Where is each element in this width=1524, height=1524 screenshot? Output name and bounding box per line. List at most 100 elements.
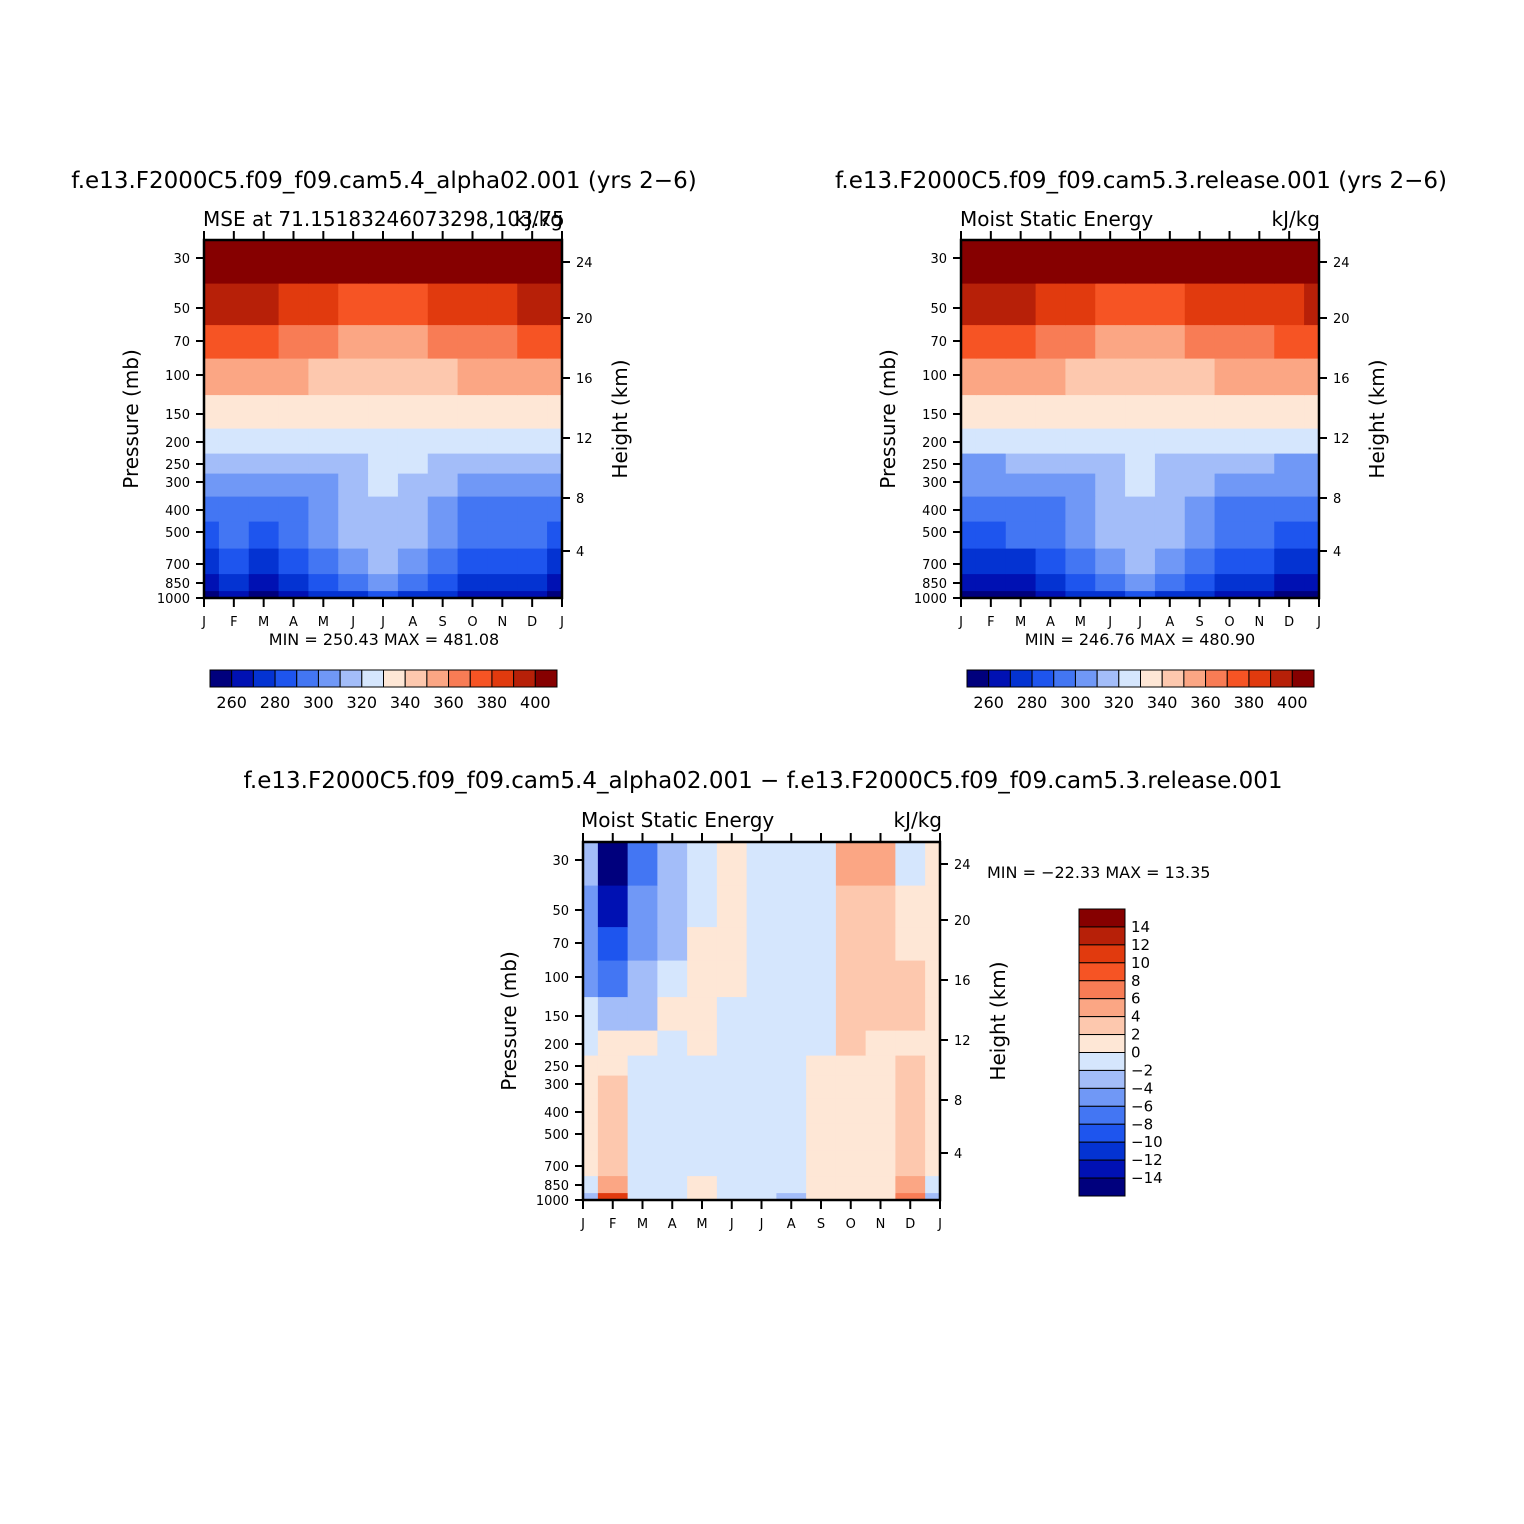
value-cell [1065,428,1096,454]
value-cell [961,453,977,474]
value-cell [687,885,718,928]
y-tick-label: 850 [922,577,947,592]
value-cell [961,358,977,396]
value-cell [547,240,563,284]
value-cell [597,996,629,1031]
colorbar-label: −4 [1131,1079,1153,1097]
value-cell [1005,324,1037,359]
value-cell [895,1192,926,1201]
value-cell [975,473,1007,497]
colorbar-label: 340 [1147,693,1178,712]
value-cell [218,521,250,549]
value-cell [1095,473,1126,497]
value-cell [835,1150,867,1177]
value-cell [895,1055,926,1076]
value-cell [204,324,220,359]
value-cell [746,1150,777,1177]
value-cell [835,960,867,998]
value-cell [1035,521,1067,549]
value-cell [716,1150,748,1177]
value-cell [895,996,926,1031]
value-cell [1274,394,1305,429]
value-cell [806,1150,837,1177]
value-cell [397,590,429,599]
value-cell [457,394,489,429]
value-cell [835,842,867,886]
value-cell [278,358,310,396]
panel-a-y2-axis-label: Height (km) [608,359,632,478]
value-cell [583,926,599,961]
value-cell [1154,548,1186,575]
value-cell [627,1055,658,1076]
value-cell [583,1098,599,1124]
value-cell [1065,573,1096,592]
value-cell [487,394,518,429]
colorbar-swatch [513,669,536,688]
value-cell [746,926,777,961]
value-cell [278,240,310,284]
colorbar-swatch [1078,1087,1126,1107]
value-cell [961,473,977,497]
value-cell [776,1175,807,1194]
value-cell [716,1192,748,1201]
value-cell [865,1175,896,1194]
x-tick-label: S [439,615,447,630]
value-cell [487,428,518,454]
value-cell [687,996,718,1031]
value-cell [806,1030,837,1056]
value-cell [687,1150,718,1177]
x-tick-label: N [497,615,507,630]
value-cell [1184,590,1216,599]
value-cell [1035,240,1067,284]
value-cell [746,1175,777,1194]
value-cell [1035,324,1067,359]
y-tick-label: 850 [544,1179,569,1194]
panel-b-colorbar: 260 280 300 320 340 360 380 400 [966,669,1315,712]
colorbar-swatch [404,669,428,688]
colorbar-label: −12 [1131,1151,1163,1169]
value-cell [776,996,807,1031]
value-cell [517,428,548,454]
value-cell [204,428,220,454]
colorbar-swatch [1226,669,1250,688]
value-cell [517,240,548,284]
value-cell [547,453,563,474]
value-cell [1304,394,1320,429]
value-cell [397,358,429,396]
value-cell [895,960,926,998]
value-cell [1065,324,1096,359]
value-cell [487,324,518,359]
x-tick-label: F [987,615,994,630]
value-cell [397,548,429,575]
value-cell [547,358,563,396]
value-cell [1095,324,1126,359]
value-cell [338,324,369,359]
value-cell [204,573,220,592]
value-cell [248,590,280,599]
value-cell [368,240,399,284]
x-tick-label: A [787,1217,796,1232]
value-cell [1274,324,1305,359]
y2-tick-label: 4 [1333,545,1341,560]
y-tick-label: 1000 [157,592,190,607]
value-cell [716,996,748,1031]
y-tick-label: 850 [165,577,190,592]
value-cell [1065,521,1096,549]
colorbar-label: 12 [1131,936,1150,954]
value-cell [1304,590,1320,599]
colorbar-swatch [209,669,233,688]
value-cell [657,960,688,998]
panel-c-y-axis-label: Pressure (mb) [497,951,521,1091]
value-cell [1274,240,1305,284]
value-cell [1035,590,1067,599]
value-cell [457,496,489,522]
value-cell [457,548,489,575]
value-cell [278,548,310,575]
y-tick-label: 200 [922,436,947,451]
value-cell [1125,394,1156,429]
value-cell [1274,496,1305,522]
x-tick-label: J [380,615,385,630]
value-cell [517,394,548,429]
panel-c-plot: J F M A M J J A S O N D J 30 50 70 100 150 200 250 300 400 500… [536,833,971,1232]
x-tick-label: J [580,1217,585,1232]
